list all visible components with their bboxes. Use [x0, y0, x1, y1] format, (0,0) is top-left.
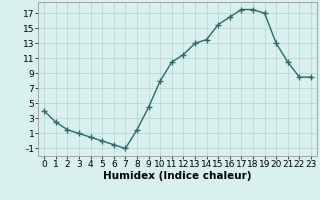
X-axis label: Humidex (Indice chaleur): Humidex (Indice chaleur) [103, 171, 252, 181]
